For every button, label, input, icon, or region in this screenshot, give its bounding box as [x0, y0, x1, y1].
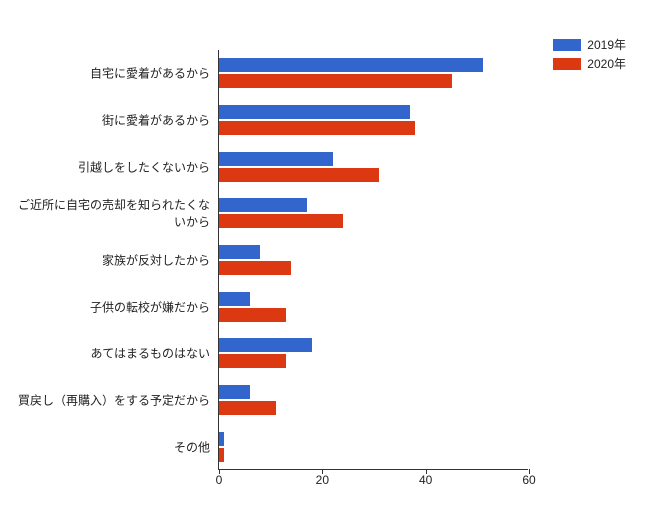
legend-label-2020: 2020年: [587, 55, 626, 72]
bar: [219, 448, 224, 462]
y-axis-label: 引越しをしたくないから: [10, 158, 210, 175]
bar: [219, 432, 224, 446]
plot-area: 0204060: [218, 50, 528, 470]
x-axis-tick-label: 0: [216, 473, 223, 487]
y-axis-label: 街に愛着があるから: [10, 112, 210, 129]
bar: [219, 58, 483, 72]
bar: [219, 401, 276, 415]
bar: [219, 354, 286, 368]
legend-swatch-2019: [553, 39, 581, 51]
chart-container: 2019年 2020年 0204060 自宅に愛着があるから街に愛着があるから引…: [0, 0, 650, 523]
y-axis-label: ご近所に自宅の売却を知られたくないから: [10, 196, 210, 230]
y-axis-label: あてはまるものはない: [10, 345, 210, 362]
bar: [219, 338, 312, 352]
bar: [219, 74, 452, 88]
x-axis-tick-label: 40: [419, 473, 432, 487]
legend-label-2019: 2019年: [587, 36, 626, 53]
bar: [219, 261, 291, 275]
bar: [219, 168, 379, 182]
y-axis-label: 自宅に愛着があるから: [10, 65, 210, 82]
legend-item-2019: 2019年: [553, 36, 626, 53]
bar: [219, 105, 410, 119]
legend: 2019年 2020年: [553, 36, 626, 74]
bar: [219, 292, 250, 306]
y-axis-label: 子供の転校が嫌だから: [10, 298, 210, 315]
bar: [219, 121, 415, 135]
bar: [219, 385, 250, 399]
y-axis-label: 家族が反対したから: [10, 252, 210, 269]
bar: [219, 198, 307, 212]
legend-item-2020: 2020年: [553, 55, 626, 72]
legend-swatch-2020: [553, 58, 581, 70]
bar: [219, 214, 343, 228]
x-axis-tick-label: 20: [316, 473, 329, 487]
y-axis-label: 買戻し（再購入）をする予定だから: [10, 392, 210, 409]
bar: [219, 152, 333, 166]
bar: [219, 245, 260, 259]
y-axis-label: その他: [10, 438, 210, 455]
bar: [219, 308, 286, 322]
x-axis-tick-label: 60: [522, 473, 535, 487]
